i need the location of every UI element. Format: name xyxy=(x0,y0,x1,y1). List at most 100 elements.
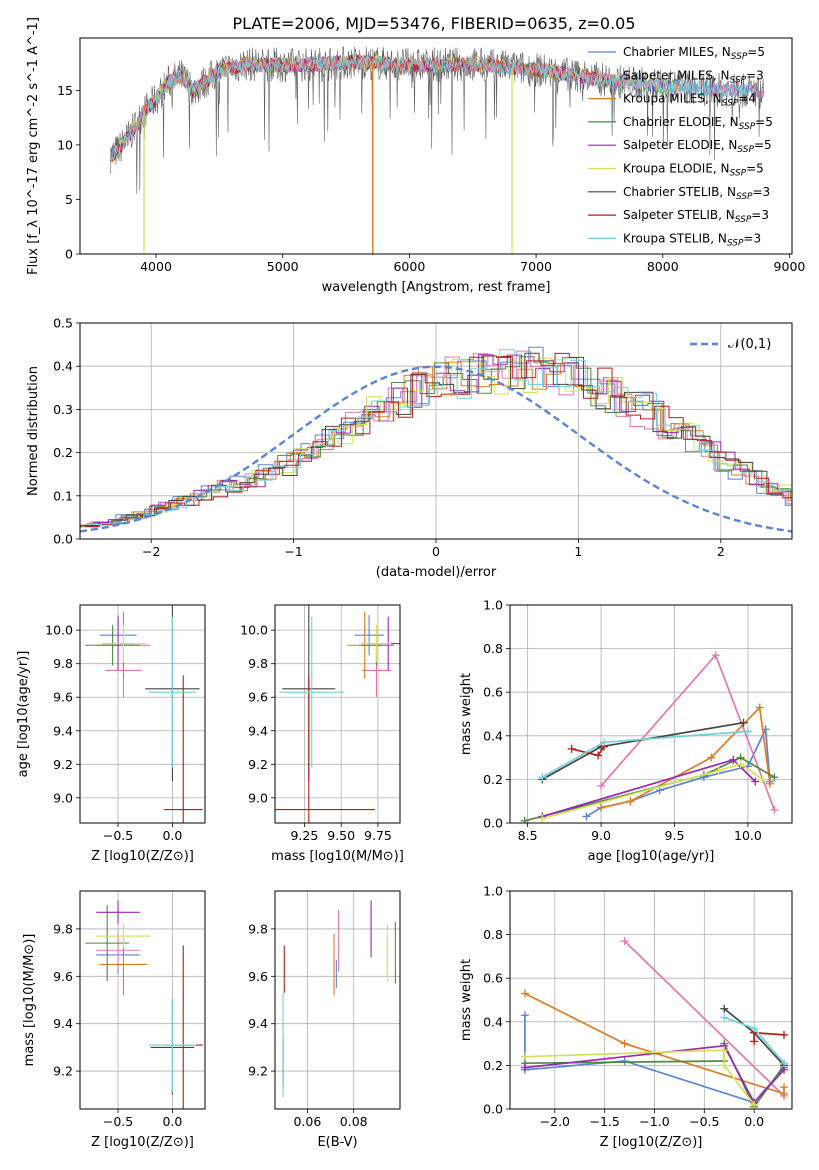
mass-vs-ebv-panel: 0.06 0.08 9.2 9.4 9.6 9.8 E(B-V) xyxy=(248,890,401,1150)
y-tick-label: 9.6 xyxy=(248,969,268,984)
weight-line xyxy=(524,1049,755,1106)
y-tick-label: 0 xyxy=(65,247,73,262)
legend-label: Kroupa ELODIE, NSSP=5 xyxy=(623,162,764,179)
legend-label: Chabrier ELODIE, NSSP=5 xyxy=(623,115,773,132)
y-tick-label: 9.2 xyxy=(53,757,73,772)
axes-frame xyxy=(274,890,401,1110)
y-axis-label: Flux [f_λ 10^-17 erg cm^-2 s^-1 A^-1] xyxy=(26,17,41,275)
axes-frame xyxy=(79,37,793,255)
y-tick-label: 0.6 xyxy=(483,971,503,986)
legend-label: Salpeter STELIB, NSSP=3 xyxy=(623,208,769,225)
y-tick-label: 1.0 xyxy=(483,598,503,613)
y-tick-label: 0.0 xyxy=(53,532,73,547)
legend-nssp: =5 xyxy=(754,138,772,152)
error-bars xyxy=(282,900,396,1098)
error-bars xyxy=(85,605,203,823)
x-tick-label: −0.5 xyxy=(689,1114,719,1129)
x-tick-label: −1 xyxy=(284,544,302,559)
y-tick-label: 0.4 xyxy=(53,359,73,374)
mass-weight-vs-age-panel: 8.5 9.0 9.5 10.0 0.0 0.2 0.4 0.6 0.8 1.0 age [log1… xyxy=(459,598,793,864)
legend-label: Chabrier STELIB, NSSP=3 xyxy=(623,185,770,202)
y-tick-label: 9.4 xyxy=(248,1016,268,1031)
histogram-kroupa-miles xyxy=(80,361,792,526)
y-tick-label: 0.6 xyxy=(483,685,503,700)
x-axis-label: Z [log10(Z/Z⊙)] xyxy=(600,1135,703,1150)
x-tick-label: −0.5 xyxy=(103,1114,133,1129)
y-axis-label: Normed distribution xyxy=(26,366,41,496)
x-tick-label: 10.0 xyxy=(734,828,762,843)
x-tick-label: 4000 xyxy=(140,259,172,274)
x-tick-label: −2 xyxy=(142,544,160,559)
normal-curve xyxy=(80,365,792,533)
x-tick-label: 0 xyxy=(432,544,440,559)
legend-nssp: =3 xyxy=(746,68,764,82)
y-tick-label: 0.5 xyxy=(53,316,73,331)
x-tick-label: 9.0 xyxy=(591,828,611,843)
y-tick-label: 1.0 xyxy=(483,884,503,899)
weight-line xyxy=(524,1044,785,1104)
legend-subscript: SSP xyxy=(722,99,739,109)
histogram-salpeter-stelib xyxy=(85,352,792,527)
age-vs-metallicity-panel: −0.5 0.0 9.0 9.2 9.4 9.6 9.8 10.0 Z [log10(Z/Z⊙)… xyxy=(16,604,206,864)
legend-nssp: =5 xyxy=(755,115,773,129)
y-axis-label: mass weight xyxy=(459,673,474,755)
y-tick-label: 9.2 xyxy=(248,1064,268,1079)
spectrum-panel: 4000 5000 6000 7000 8000 9000 0 5 10 15 wavelength… xyxy=(26,17,805,295)
y-tick-label: 9.4 xyxy=(53,1016,73,1031)
legend-subscript: SSP xyxy=(730,169,747,179)
y-tick-label: 9.8 xyxy=(248,656,268,671)
legend-nssp: =4 xyxy=(738,92,756,106)
x-tick-label: 0.0 xyxy=(162,1114,182,1129)
legend-nssp: =3 xyxy=(753,185,771,199)
weight-line xyxy=(624,940,785,1097)
x-tick-label: 9.75 xyxy=(364,828,392,843)
y-tick-label: 9.4 xyxy=(248,723,268,738)
y-tick-label: 10.0 xyxy=(45,623,73,638)
y-tick-label: 15 xyxy=(57,83,73,98)
y-tick-label: 0.0 xyxy=(483,816,503,831)
weight-line xyxy=(524,756,775,822)
y-tick-label: 10 xyxy=(57,137,73,152)
y-tick-label: 9.8 xyxy=(53,921,73,936)
y-tick-label: 9.0 xyxy=(53,790,73,805)
y-tick-label: 9.2 xyxy=(53,1064,73,1079)
axes-frame xyxy=(274,604,401,824)
x-tick-label: 7000 xyxy=(520,259,552,274)
legend-subscript: SSP xyxy=(737,145,754,155)
y-tick-label: 0.2 xyxy=(53,445,73,460)
x-tick-label: −1.0 xyxy=(639,1114,669,1129)
legend-label: Salpeter ELODIE, NSSP=5 xyxy=(623,138,772,155)
age-vs-mass-panel: 9.25 9.50 9.75 9.0 9.2 9.4 9.6 9.8 10.0 mass [log… xyxy=(240,604,404,864)
y-tick-label: 9.8 xyxy=(248,921,268,936)
error-bars xyxy=(85,900,203,1109)
x-tick-label: −1.5 xyxy=(589,1114,619,1129)
y-axis-label: mass [log10(M/M⊙)] xyxy=(22,934,37,1067)
x-axis-label: Z [log10(Z/Z⊙)] xyxy=(91,849,194,864)
y-tick-label: 9.6 xyxy=(53,690,73,705)
spectrum-line xyxy=(109,55,752,161)
x-tick-label: −2.0 xyxy=(540,1114,570,1129)
legend-nssp: =3 xyxy=(743,231,761,245)
x-axis-label: wavelength [Angstrom, rest frame] xyxy=(322,280,551,295)
weight-lines xyxy=(520,651,779,823)
x-tick-label: 0.08 xyxy=(340,1114,368,1129)
y-tick-label: 0.0 xyxy=(483,1102,503,1117)
y-tick-label: 0.8 xyxy=(483,641,503,656)
spectrum-lines xyxy=(109,46,765,254)
y-tick-label: 0.4 xyxy=(483,728,503,743)
x-tick-label: 5000 xyxy=(267,259,299,274)
axes-frame xyxy=(79,604,206,824)
y-tick-label: 9.2 xyxy=(248,757,268,772)
y-tick-label: 0.2 xyxy=(483,1058,503,1073)
mass-vs-metallicity-panel: −0.5 0.0 9.2 9.4 9.6 9.8 Z [log10(Z/Z⊙)] mass [… xyxy=(22,890,206,1150)
axes-frame xyxy=(79,322,793,540)
error-bars xyxy=(275,605,400,823)
legend-nssp: =5 xyxy=(747,45,765,59)
x-tick-label: 0.06 xyxy=(293,1114,321,1129)
y-tick-label: 0.2 xyxy=(483,772,503,787)
y-tick-label: 0.3 xyxy=(53,402,73,417)
x-tick-label: 9.5 xyxy=(665,828,685,843)
x-tick-label: 6000 xyxy=(393,259,425,274)
x-tick-label: 9.50 xyxy=(327,828,355,843)
x-tick-label: 9.25 xyxy=(290,828,318,843)
